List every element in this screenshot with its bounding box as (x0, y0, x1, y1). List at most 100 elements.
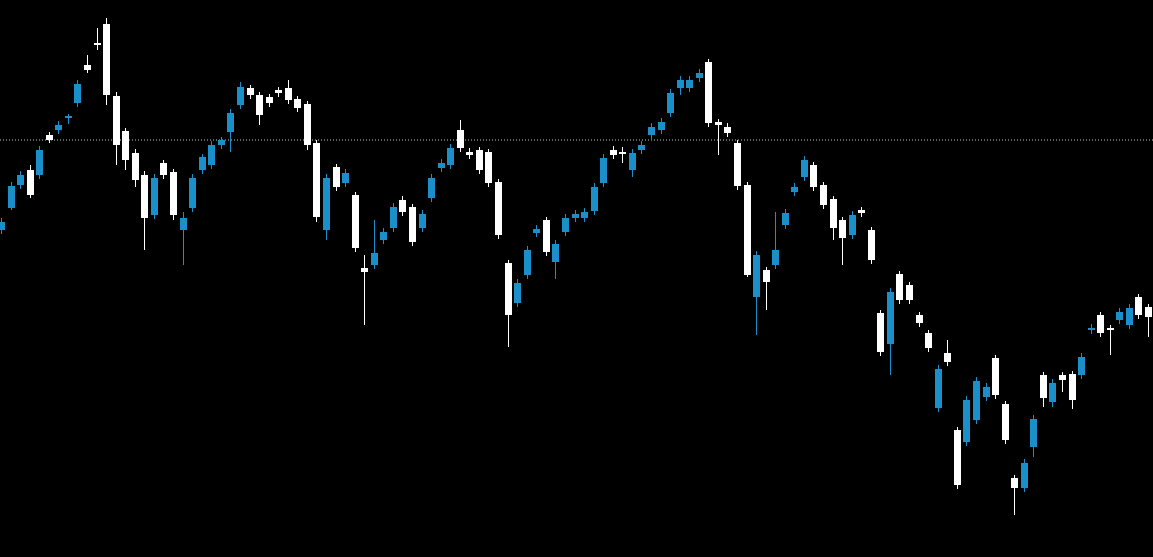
candle-body (256, 95, 263, 115)
candle-body (753, 255, 760, 297)
candle-body (877, 313, 884, 352)
candle-body (476, 150, 483, 170)
candle-body (8, 186, 15, 208)
candle-body (1011, 478, 1018, 488)
candle-body (17, 175, 24, 185)
candle-body (849, 215, 856, 235)
candle-body (791, 187, 798, 192)
candle-body (151, 178, 158, 215)
candle-body (1040, 375, 1047, 398)
candle-body (46, 135, 53, 140)
candle-body (65, 116, 72, 118)
candle-body (218, 140, 225, 145)
candle-body (103, 24, 110, 95)
candle-body (916, 315, 923, 323)
candle-body (973, 381, 980, 420)
candle-body (734, 143, 741, 186)
candle-body (113, 96, 120, 145)
candle-body (371, 253, 378, 265)
candle-body (581, 212, 588, 218)
candle-body (801, 160, 808, 177)
candle-body (562, 218, 569, 232)
candle-body (552, 244, 559, 262)
candle-body (686, 80, 693, 88)
candle-body (696, 73, 703, 78)
candle-body (992, 358, 999, 395)
candle-body (36, 150, 43, 175)
candle-body (170, 172, 177, 215)
candle-body (839, 220, 846, 238)
candle-body (658, 122, 665, 130)
candle-body (447, 148, 454, 165)
candle-body (954, 430, 961, 485)
candle-body (1059, 375, 1066, 380)
candle-body (0, 222, 5, 230)
candle-body (763, 270, 770, 282)
candle-body (313, 143, 320, 217)
candle-body (591, 187, 598, 211)
candle-body (820, 185, 827, 205)
candle-body (810, 165, 817, 187)
candle-body (342, 173, 349, 183)
candle-body (409, 207, 416, 242)
candle-body (667, 93, 674, 113)
candle-body (438, 163, 445, 168)
candle-body (1049, 383, 1056, 402)
candle-body (285, 88, 292, 100)
candle-body (715, 122, 722, 125)
candle-body (677, 80, 684, 88)
candle-body (84, 65, 91, 70)
candle-body (227, 113, 234, 132)
candle-body (122, 131, 129, 160)
candle-body (361, 268, 368, 272)
candle-body (27, 170, 34, 195)
candle-body (466, 152, 473, 155)
candle-body (141, 175, 148, 218)
candle-body (495, 182, 502, 235)
candle-body (323, 178, 330, 230)
candle-body (160, 163, 167, 175)
candle-body (858, 210, 865, 213)
candle-body (294, 99, 301, 108)
candle-body (1021, 463, 1028, 488)
candle-body (189, 178, 196, 208)
candle-body (772, 250, 779, 265)
candle-body (629, 153, 636, 170)
candle-body (380, 232, 387, 240)
candle-body (600, 158, 607, 183)
candle-body (1097, 315, 1104, 333)
candle-body (514, 283, 521, 303)
candle-body (94, 43, 101, 45)
candle-body (925, 333, 932, 348)
candle-body (1030, 419, 1037, 447)
candle-body (1002, 404, 1009, 440)
candle-body (199, 157, 206, 170)
candle-body (390, 207, 397, 228)
candle-body (132, 153, 139, 180)
candle-body (275, 90, 282, 93)
candle-body (906, 285, 913, 300)
candle-body (619, 152, 626, 154)
candle-body (266, 97, 273, 103)
candle-body (983, 387, 990, 397)
candle-body (399, 200, 406, 212)
candle-body (963, 400, 970, 442)
candle-body (457, 130, 464, 148)
candle-body (533, 229, 540, 233)
candle-body (638, 145, 645, 150)
candle-body (352, 195, 359, 248)
candle-body (705, 62, 712, 123)
candle-body (1088, 328, 1095, 330)
candle-body (55, 125, 62, 130)
candle-body (333, 167, 340, 187)
candle-body (524, 250, 531, 275)
candle-body (543, 220, 550, 252)
candle-body (505, 263, 512, 315)
candle-body (887, 292, 894, 344)
candle-body (782, 213, 789, 225)
candle-body (648, 127, 655, 135)
candle-body (247, 88, 254, 95)
candle-body (419, 214, 426, 228)
